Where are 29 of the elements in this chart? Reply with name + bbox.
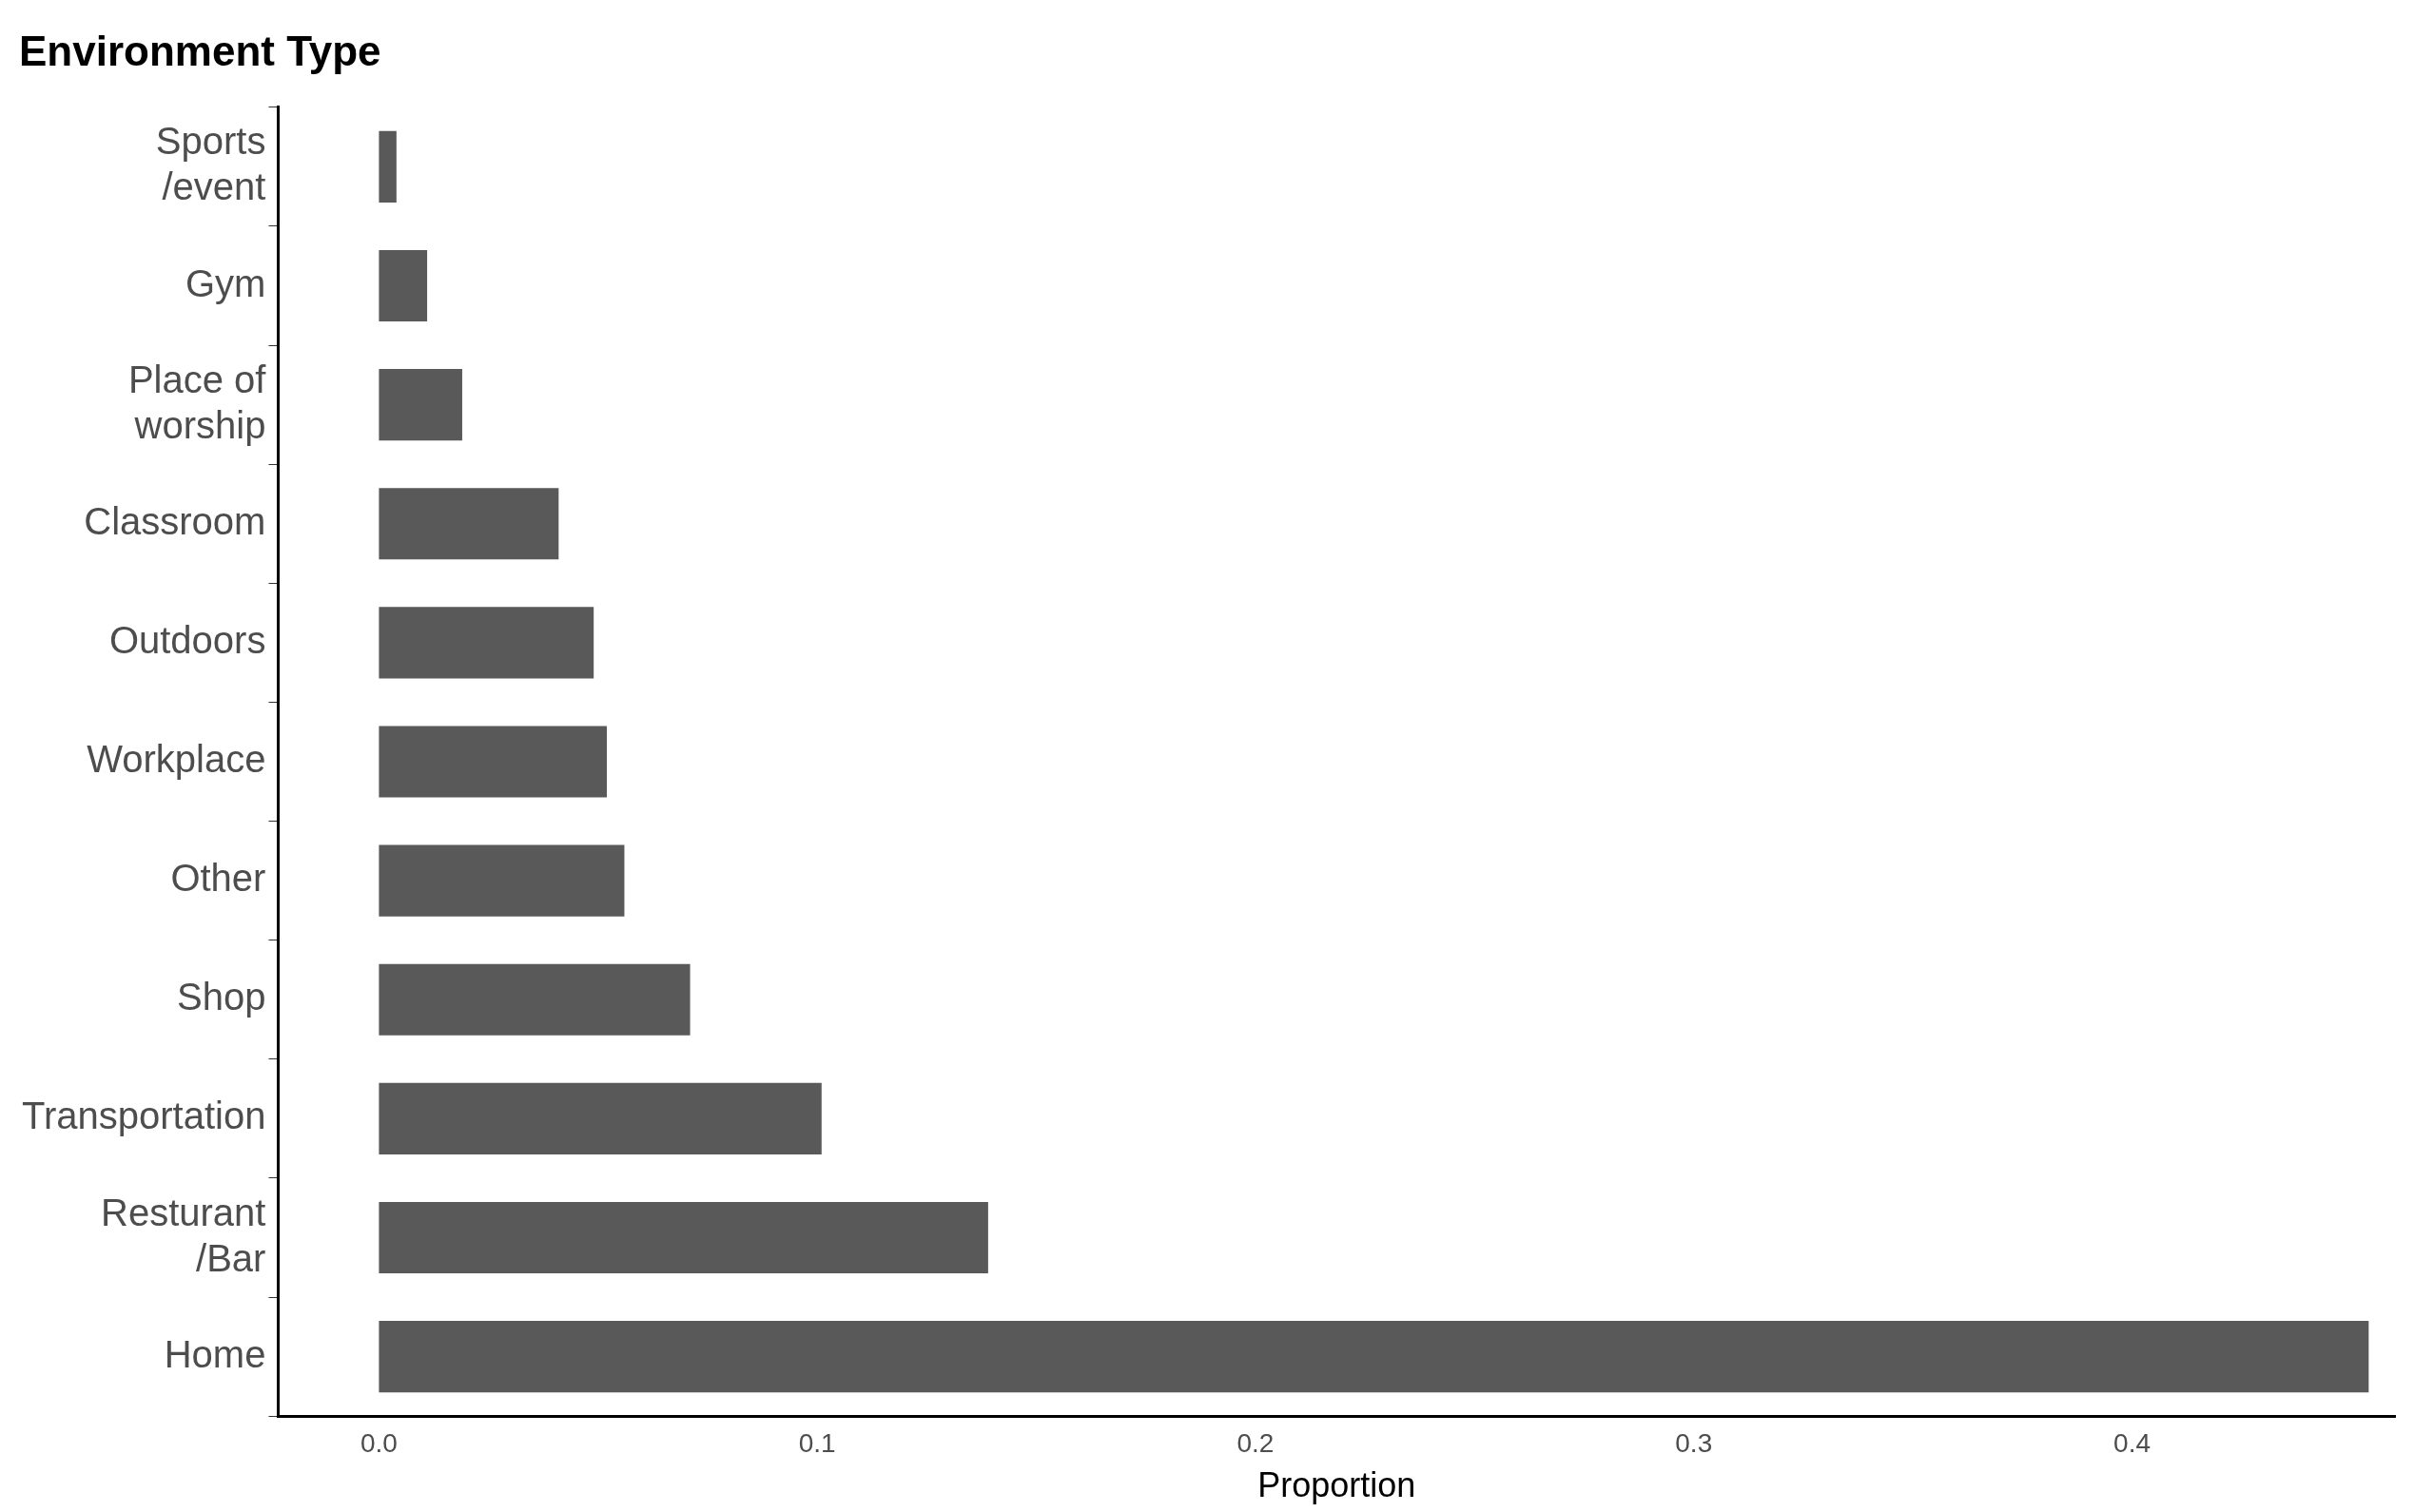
y-tick-label: Workplace — [87, 738, 266, 781]
y-tick-label: Sports /event — [155, 120, 266, 208]
y-tick-label: Other — [170, 857, 266, 900]
bar — [379, 1321, 2369, 1393]
x-tick-label: 0.4 — [2113, 1427, 2151, 1458]
bar — [379, 726, 608, 798]
bar — [379, 607, 594, 679]
y-tick-label: Transportation — [21, 1095, 266, 1137]
x-tick-label: 0.2 — [1236, 1427, 1275, 1458]
chart-title: Environment Type — [19, 27, 381, 74]
y-tick-label: Outdoors — [108, 618, 266, 661]
x-axis-title: Proportion — [1257, 1465, 1416, 1505]
y-tick-label: Place of worship — [127, 358, 267, 446]
x-tick-label: 0.0 — [360, 1427, 398, 1458]
bar — [379, 1201, 988, 1274]
bar — [379, 963, 691, 1036]
bar — [379, 369, 462, 441]
bar — [379, 130, 397, 203]
bar — [379, 249, 428, 322]
y-tick-label: Home — [164, 1332, 266, 1375]
y-tick-label: Resturant /Bar — [101, 1191, 266, 1279]
x-tick-label: 0.1 — [798, 1427, 836, 1458]
bar — [379, 488, 559, 560]
y-tick-label: Gym — [185, 262, 266, 304]
x-tick-label: 0.3 — [1675, 1427, 1713, 1458]
bar — [379, 1082, 822, 1154]
bar — [379, 844, 625, 917]
y-tick-label: Classroom — [84, 499, 266, 542]
y-tick-label: Shop — [177, 976, 266, 1018]
